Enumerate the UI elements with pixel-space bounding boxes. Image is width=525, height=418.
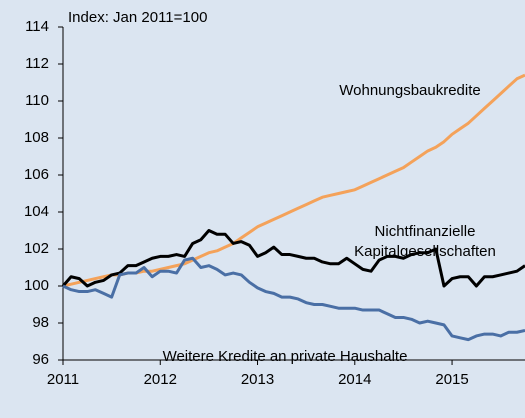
x-tick-label: 2014 <box>338 371 371 388</box>
y-tick-label: 106 <box>24 166 49 183</box>
y-tick-label: 100 <box>24 277 49 294</box>
y-tick-label: 110 <box>25 92 49 109</box>
series-label: Nichtfinanzielle Kapitalgesellschaften <box>354 223 496 260</box>
x-tick-label: 2012 <box>144 371 177 388</box>
y-tick-label: 102 <box>24 240 49 257</box>
y-tick-label: 114 <box>25 18 49 35</box>
x-tick-label: 2011 <box>47 371 79 388</box>
series-line <box>62 256 525 342</box>
y-tick-label: 104 <box>24 203 49 220</box>
x-tick-label: 2015 <box>435 371 468 388</box>
series-label: Wohnungsbaukredite <box>339 82 481 99</box>
series-label: Weitere Kredite an private Haushalte <box>162 348 408 365</box>
annotation: Index: Jan 2011=100 <box>68 9 207 26</box>
series-line <box>61 229 525 288</box>
x-tick-label: 2013 <box>241 371 274 388</box>
series-line <box>62 73 525 288</box>
y-tick-label: 98 <box>32 314 49 331</box>
y-tick-label: 112 <box>25 55 49 72</box>
y-tick-label: 108 <box>24 129 49 146</box>
y-tick-label: 96 <box>32 351 49 368</box>
